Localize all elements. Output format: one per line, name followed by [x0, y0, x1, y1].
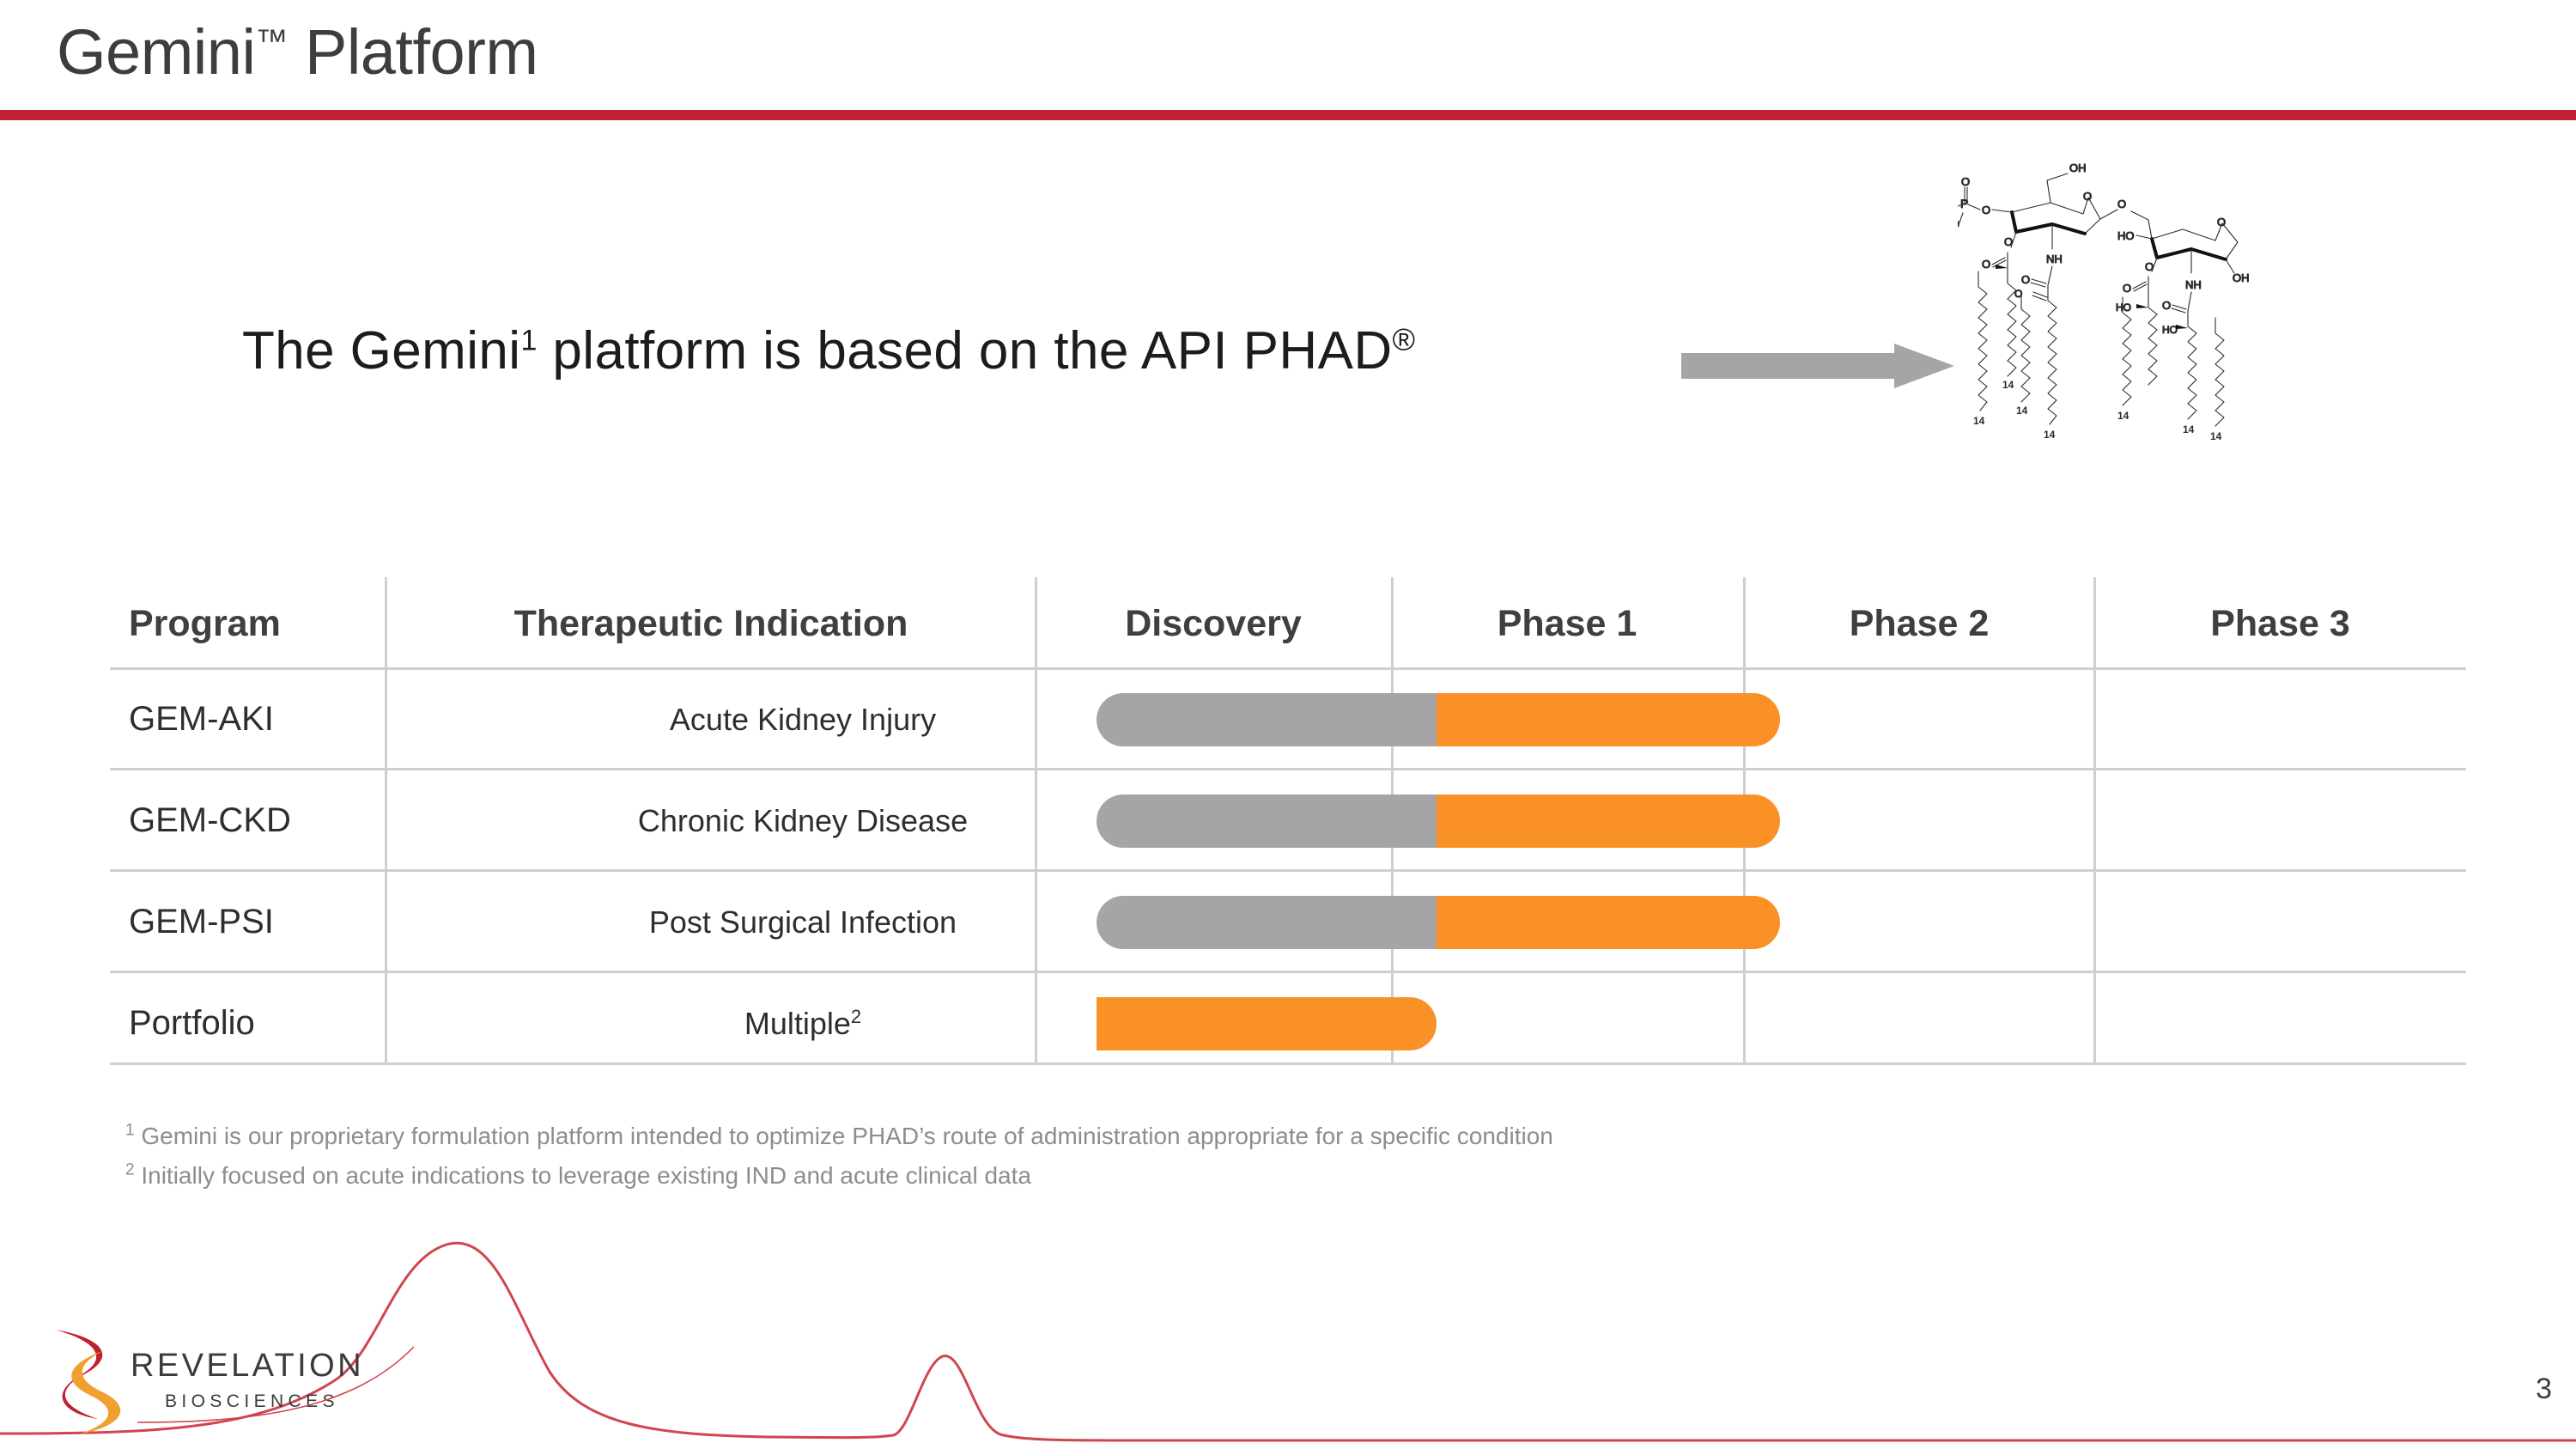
progress-bar-discovery [1097, 693, 1437, 746]
logo-wordmark: REVELATION [131, 1348, 364, 1384]
chain-length-label: 14 [1973, 415, 1985, 427]
progress-bar-phase-1 [1437, 896, 1780, 949]
svg-text:NH: NH [2185, 278, 2202, 291]
page-title: Gemini™ Platform [57, 15, 538, 88]
cell-program: GEM-PSI [129, 903, 274, 941]
logo-helix-mark [55, 1330, 121, 1434]
chain-length-label: 14 [2117, 410, 2129, 422]
table-header-rule [110, 667, 2466, 670]
headline-part-1: The Gemini [242, 321, 521, 381]
footnotes-block: 1 Gemini is our proprietary formulation … [125, 1117, 2186, 1196]
flow-arrow-icon [1681, 344, 1954, 388]
column-header-phase-1: Phase 1 [1497, 603, 1637, 644]
page-number: 3 [2536, 1373, 2552, 1405]
progress-bar-phase-1 [1437, 693, 1780, 746]
svg-text:O: O [2004, 235, 2013, 248]
svg-text:NH: NH [2046, 253, 2063, 265]
cell-program: GEM-CKD [129, 801, 291, 839]
footnote-1-text: Gemini is our proprietary formulation pl… [141, 1123, 1553, 1149]
title-divider-rule [0, 110, 2576, 120]
table-column-divider [385, 577, 387, 1065]
column-header-program: Program [129, 603, 281, 644]
table-row-rule [110, 971, 2466, 973]
footnote-2-text: Initially focused on acute indications t… [141, 1162, 1031, 1189]
cell-indication: Post Surgical Infection [648, 904, 957, 940]
cell-indication: Chronic Kidney Disease [637, 803, 969, 838]
svg-text:HO: HO [2116, 301, 2131, 314]
svg-text:P: P [1960, 197, 1968, 210]
footnote-1: 1 Gemini is our proprietary formulation … [125, 1117, 2186, 1156]
trademark-symbol: ™ [255, 23, 288, 60]
progress-bar-discovery [1097, 997, 1437, 1050]
svg-text:HO: HO [1958, 218, 1959, 230]
logo-tagline: BIOSCIENCES [165, 1391, 339, 1411]
chain-length-label: 14 [2002, 379, 2014, 391]
cell-program: GEM-AKI [129, 700, 274, 738]
svg-text:O: O [1982, 204, 1990, 216]
svg-text:OH: OH [2233, 271, 2250, 284]
headline-part-2: platform is based on the API PHAD [537, 321, 1393, 381]
table-column-divider [1035, 577, 1037, 1065]
svg-text:HO: HO [2162, 324, 2178, 336]
cell-program: Portfolio [129, 1004, 255, 1042]
footnote-2: 2 Initially focused on acute indications… [125, 1156, 2186, 1196]
chromatogram-decoration [0, 1241, 2576, 1442]
svg-text:O: O [1961, 175, 1970, 188]
phad-chemical-structure-diagram: OH O O O P O HO O O NH O O [1958, 161, 2250, 442]
svg-text:O: O [2014, 288, 2022, 300]
svg-text:O: O [2162, 299, 2171, 312]
headline-statement: The Gemini1 platform is based on the API… [242, 320, 1415, 381]
chain-length-label: 14 [2044, 429, 2056, 441]
chain-length-label: 14 [2016, 405, 2028, 417]
cell-indication: Acute Kidney Injury [669, 702, 937, 737]
progress-bar-discovery [1097, 795, 1437, 848]
column-header-discovery: Discovery [1125, 603, 1302, 644]
headline-footnote-marker-1: 1 [520, 324, 538, 357]
footnote-marker-1: 1 [125, 1121, 135, 1140]
svg-text:O: O [2021, 273, 2030, 286]
chain-length-label: 14 [2210, 430, 2222, 442]
table-row-rule [110, 768, 2466, 770]
cell-indication-text: Multiple [744, 1006, 851, 1041]
svg-text:O: O [2123, 282, 2131, 295]
cell-indication: Multiple2 [485, 974, 1121, 1073]
svg-text:OH: OH [2069, 161, 2087, 174]
page-title-main: Gemini [57, 16, 256, 88]
progress-bar-discovery [1097, 896, 1437, 949]
table-column-divider [2093, 577, 2096, 1065]
svg-text:O: O [2083, 190, 2092, 203]
column-header-phase-2: Phase 2 [1849, 603, 1990, 644]
pipeline-table: Program Therapeutic Indication Discovery… [110, 577, 2466, 1065]
revelation-biosciences-logo: REVELATION BIOSCIENCES [55, 1330, 415, 1434]
svg-text:O: O [2145, 260, 2154, 273]
svg-text:O: O [2217, 216, 2226, 228]
table-bottom-rule [110, 1062, 2466, 1065]
column-header-indication: Therapeutic Indication [513, 603, 908, 644]
table-row-rule [110, 869, 2466, 872]
chain-length-label: 14 [2183, 423, 2195, 435]
svg-text:HO: HO [2117, 229, 2135, 242]
svg-text:O: O [1982, 258, 1990, 271]
registered-symbol: ® [1392, 321, 1416, 357]
page-title-rest: Platform [287, 16, 538, 88]
column-header-phase-3: Phase 3 [2210, 603, 2350, 644]
progress-bar-phase-1 [1437, 795, 1780, 848]
footnote-marker-2: 2 [125, 1160, 135, 1179]
svg-text:O: O [2117, 198, 2126, 210]
cell-indication-footnote-marker: 2 [850, 1006, 862, 1027]
